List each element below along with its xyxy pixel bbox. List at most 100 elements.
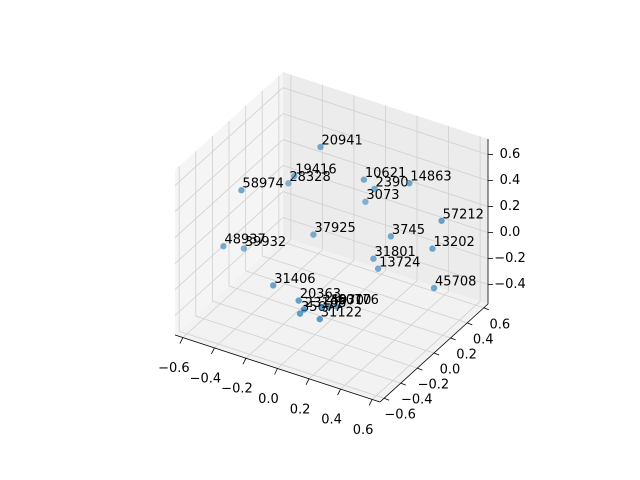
x-tick-label: −0.6 xyxy=(158,361,190,376)
point xyxy=(370,255,377,262)
tick-mark xyxy=(384,397,390,401)
point-label: 31801 xyxy=(374,245,415,260)
y-tick-label: 0.4 xyxy=(473,332,494,347)
tick-mark xyxy=(483,307,489,311)
tick-mark xyxy=(368,399,373,406)
point xyxy=(387,233,395,240)
point xyxy=(406,180,413,187)
point-label: 20363 xyxy=(300,287,341,302)
point xyxy=(362,198,369,205)
z-tick-label: 0.2 xyxy=(500,199,521,214)
z-tick-label: −0.4 xyxy=(494,277,526,292)
point-label: 3745 xyxy=(392,223,425,238)
point-label: 48310 xyxy=(330,293,371,308)
grid-line xyxy=(282,113,489,181)
point-label: 3073 xyxy=(366,188,399,203)
point-label: 25970 xyxy=(323,294,364,309)
point xyxy=(285,180,292,187)
grid-line xyxy=(174,87,284,186)
grid-line xyxy=(179,330,385,399)
tick-mark xyxy=(274,368,278,375)
grid-line xyxy=(174,191,284,290)
y-tick-label: 0.2 xyxy=(456,347,477,362)
y-tick-label: 0.0 xyxy=(440,363,461,378)
grid-line xyxy=(174,165,284,264)
grid-line xyxy=(282,165,489,233)
z-tick-label: 0.6 xyxy=(500,147,521,162)
grid-line xyxy=(174,139,284,238)
tick-mark xyxy=(305,378,310,385)
point xyxy=(438,217,445,224)
point xyxy=(317,143,324,151)
point-label: 13724 xyxy=(379,255,420,270)
grid-line xyxy=(282,191,489,259)
x-tick-label: −0.2 xyxy=(221,382,253,397)
grid-line xyxy=(278,240,484,309)
z-tick-label: 0.4 xyxy=(500,173,521,188)
point-label: 31122 xyxy=(321,306,362,321)
grid-line xyxy=(174,217,284,316)
point-label: 14863 xyxy=(410,170,451,185)
point xyxy=(296,310,304,317)
y-axis-line xyxy=(379,303,489,403)
point-label: 45708 xyxy=(435,275,476,290)
x-tick-label: −0.4 xyxy=(190,371,222,386)
point-label: 39932 xyxy=(245,235,286,250)
point xyxy=(374,265,382,272)
tick-mark xyxy=(400,382,406,386)
grid-line xyxy=(282,139,489,207)
point xyxy=(429,245,436,252)
grid-line xyxy=(195,315,401,384)
point-label: 37925 xyxy=(314,221,355,236)
point xyxy=(318,303,325,311)
point xyxy=(371,185,378,193)
point xyxy=(220,243,227,250)
point-label: 28328 xyxy=(289,170,330,185)
point xyxy=(310,231,317,238)
point-label: 58974 xyxy=(242,177,283,192)
x-tick-label: 0.2 xyxy=(290,402,311,417)
grid-line xyxy=(262,255,468,324)
tick-mark xyxy=(242,358,247,365)
point xyxy=(316,315,323,323)
point-label: 57212 xyxy=(443,207,484,222)
x-tick-label: 0.6 xyxy=(353,423,374,438)
grid-line xyxy=(282,87,489,155)
tick-mark xyxy=(417,367,423,371)
point xyxy=(360,176,368,183)
point xyxy=(295,297,302,304)
point-label: 23168 xyxy=(305,296,346,311)
x-axis-line xyxy=(174,334,381,403)
z-tick-label: −0.2 xyxy=(494,251,526,266)
point-label: 31406 xyxy=(274,272,315,287)
x-tick-label: 0.0 xyxy=(258,392,279,407)
point-label: 10621 xyxy=(365,166,406,181)
point xyxy=(300,306,308,313)
grid-line xyxy=(245,270,451,339)
tick-mark xyxy=(467,322,473,326)
point xyxy=(270,282,277,289)
tick-mark xyxy=(433,352,440,356)
point xyxy=(240,245,248,252)
grid-line xyxy=(282,217,489,285)
point-label: 20941 xyxy=(321,134,362,149)
x-tick-label: 0.4 xyxy=(321,413,342,428)
point xyxy=(325,303,333,310)
y-tick-label: 0.6 xyxy=(490,317,511,332)
point xyxy=(238,187,245,194)
tick-mark xyxy=(211,347,215,355)
point xyxy=(430,284,438,292)
y-tick-label: −0.2 xyxy=(418,378,450,393)
y-tick-label: −0.4 xyxy=(401,393,433,408)
point xyxy=(333,303,340,310)
grid-line xyxy=(212,300,418,369)
point-label: 19416 xyxy=(295,163,336,178)
grid-line xyxy=(174,113,284,212)
y-tick-label: −0.6 xyxy=(384,408,416,423)
point xyxy=(291,172,298,180)
point-label: 2390 xyxy=(375,175,408,190)
point-label: 48937 xyxy=(224,233,265,248)
z-tick-label: 0.0 xyxy=(500,225,521,240)
grid-line xyxy=(228,285,435,354)
